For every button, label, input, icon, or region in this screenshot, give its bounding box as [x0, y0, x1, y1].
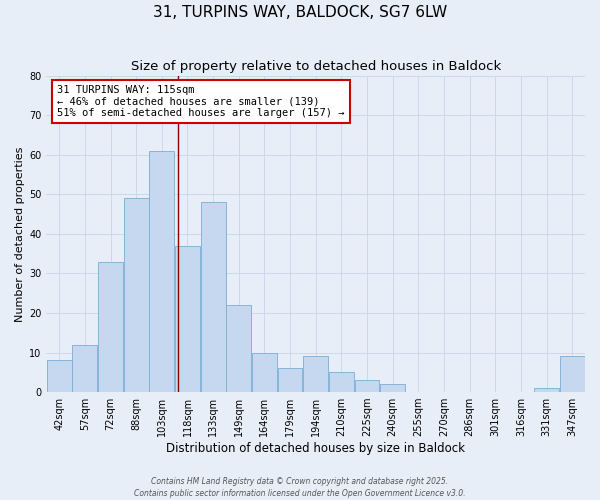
Bar	[98, 262, 123, 392]
Bar	[47, 360, 71, 392]
Text: 31, TURPINS WAY, BALDOCK, SG7 6LW: 31, TURPINS WAY, BALDOCK, SG7 6LW	[153, 5, 447, 20]
Bar	[124, 198, 149, 392]
Bar	[560, 356, 584, 392]
Y-axis label: Number of detached properties: Number of detached properties	[15, 146, 25, 322]
Bar	[175, 246, 200, 392]
Text: Contains HM Land Registry data © Crown copyright and database right 2025.
Contai: Contains HM Land Registry data © Crown c…	[134, 476, 466, 498]
Bar	[226, 305, 251, 392]
Bar	[149, 150, 174, 392]
Bar	[303, 356, 328, 392]
Text: 31 TURPINS WAY: 115sqm
← 46% of detached houses are smaller (139)
51% of semi-de: 31 TURPINS WAY: 115sqm ← 46% of detached…	[57, 85, 344, 118]
Bar	[380, 384, 405, 392]
Title: Size of property relative to detached houses in Baldock: Size of property relative to detached ho…	[131, 60, 501, 73]
Bar	[329, 372, 354, 392]
Bar	[73, 344, 97, 392]
Bar	[252, 352, 277, 392]
Bar	[200, 202, 226, 392]
Bar	[534, 388, 559, 392]
X-axis label: Distribution of detached houses by size in Baldock: Distribution of detached houses by size …	[166, 442, 465, 455]
Bar	[355, 380, 379, 392]
Bar	[278, 368, 302, 392]
